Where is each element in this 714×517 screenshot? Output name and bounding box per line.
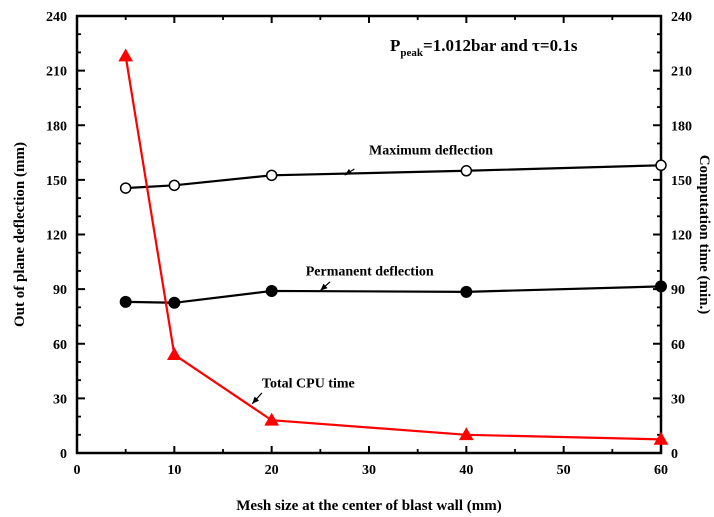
data-point-open-circle	[655, 159, 667, 172]
y-tick-label: 210	[46, 65, 67, 80]
x-tick-label: 60	[654, 463, 668, 478]
y2-tick-label: 240	[671, 10, 692, 25]
y2-tick-label: 150	[671, 174, 692, 189]
ticks: 0 10 20 30 40 50 60030609012015018021024003060…	[46, 10, 692, 478]
y-axis-title: Out of plane deflection (mm)	[12, 142, 28, 327]
series-line-2	[124, 55, 662, 441]
plot-frame	[75, 14, 663, 455]
condition-subscript: peak	[400, 47, 424, 59]
data-point-filled-triangle	[264, 412, 280, 426]
data-point-filled-triangle	[653, 431, 669, 445]
y2-tick-label: 120	[671, 229, 692, 244]
y2-tick-label: 60	[671, 338, 685, 353]
data-point-filled-triangle	[458, 427, 474, 441]
condition-main: P	[390, 36, 400, 55]
y2-tick-label: 0	[671, 447, 678, 462]
y2-tick-label: 210	[671, 65, 692, 80]
data-point-filled-circle	[168, 296, 181, 309]
series-line-0	[125, 164, 662, 190]
data-point-open-circle	[168, 179, 181, 192]
annotations: Maximum deflection Permanent deflection To…	[251, 36, 578, 405]
y2-tick-label: 90	[671, 283, 685, 298]
x-tick-label: 0	[74, 463, 81, 478]
y2-tick-label: 180	[671, 119, 692, 134]
x-tick-label: 50	[557, 463, 571, 478]
y-tick-label: 90	[53, 283, 67, 298]
series-label: Maximum deflection	[369, 143, 493, 158]
y-tick-label: 0	[60, 447, 67, 462]
y-tick-label: 180	[46, 119, 67, 134]
annotation-arrow-head	[344, 168, 353, 176]
x-tick-label: 10	[167, 463, 181, 478]
condition-label: Ppeak=1.012bar and τ=0.1s	[390, 36, 578, 59]
series-label: Total CPU time	[262, 376, 355, 391]
data-point-filled-circle	[655, 280, 667, 293]
x-axis-title: Mesh size at the center of blast wall (m…	[236, 498, 502, 514]
annotation-arrow-head	[252, 396, 260, 404]
data-point-filled-circle	[460, 285, 473, 298]
series-layer	[118, 48, 669, 445]
data-point-filled-circle	[119, 295, 132, 308]
x-tick-label: 40	[459, 463, 473, 478]
y-tick-label: 120	[46, 229, 67, 244]
data-point-filled-circle	[265, 284, 278, 297]
y2-tick-label: 30	[671, 392, 685, 407]
condition-rest: =1.012bar and τ=0.1s	[423, 36, 578, 55]
x-tick-label: 30	[362, 463, 376, 478]
data-point-open-circle	[119, 182, 132, 194]
x-tick-label: 20	[265, 463, 279, 478]
series-line-1	[125, 285, 662, 304]
y2-axis-title: Computation time (min.)	[696, 155, 712, 315]
data-point-open-circle	[460, 165, 473, 177]
data-point-filled-triangle	[118, 48, 134, 62]
y-tick-label: 150	[46, 174, 67, 189]
annotation-arrow-head	[320, 283, 328, 291]
data-point-filled-triangle	[166, 347, 182, 361]
y-tick-label: 30	[53, 392, 67, 407]
data-point-open-circle	[265, 169, 278, 182]
y-tick-label: 240	[46, 10, 67, 25]
y-tick-label: 60	[53, 338, 67, 353]
series-label: Permanent deflection	[306, 264, 434, 279]
